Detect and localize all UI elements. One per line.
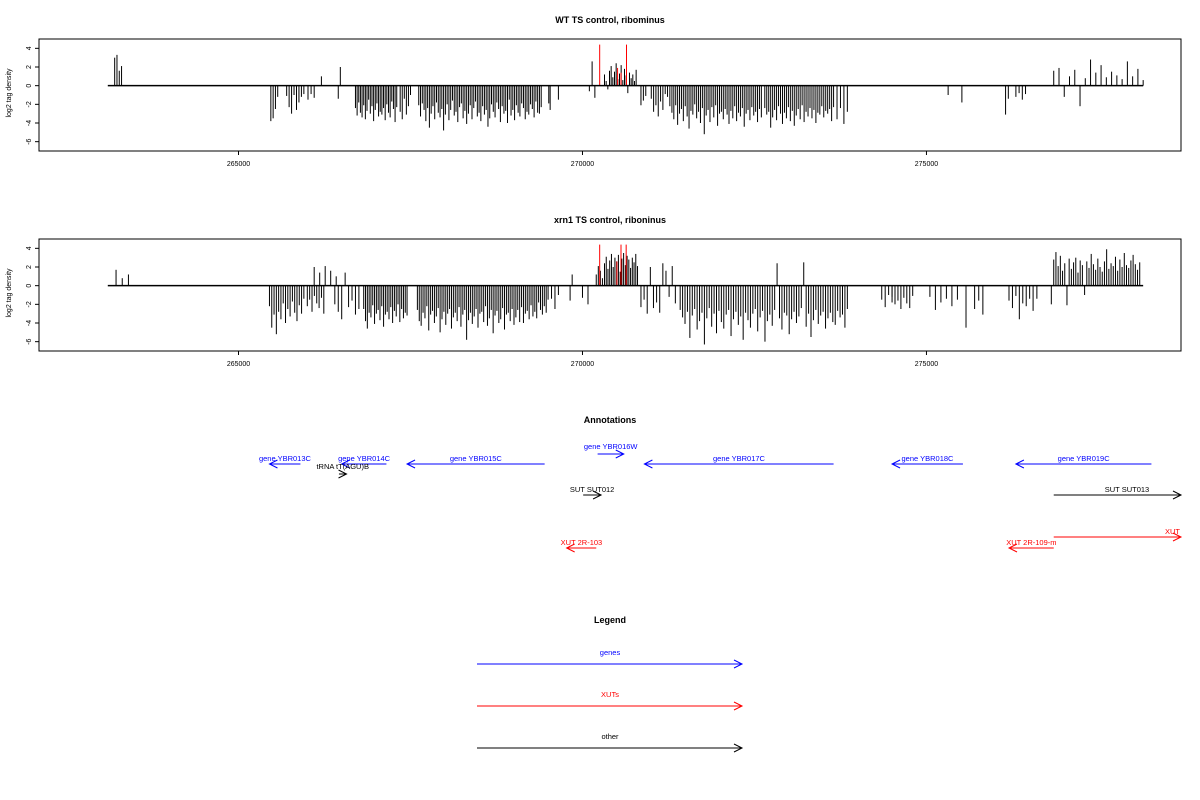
- wt-panel-title: WT TS control, ribominus: [555, 15, 665, 25]
- feature-arrowhead: [592, 490, 603, 500]
- annotation-feature: gene YBR015C: [405, 454, 545, 469]
- feature-arrowhead: [615, 449, 625, 459]
- xrn1-density-panel: xrn1 TS control, riboninus log2 tag dens…: [6, 215, 1182, 368]
- legend-title: Legend: [594, 615, 626, 625]
- feature-arrowhead: [340, 459, 350, 469]
- legend-panel: Legend genes XUTs other: [477, 615, 744, 753]
- annotation-feature: SUT SUT013: [1053, 485, 1183, 500]
- annotation-feature: SUT SUT012: [570, 485, 614, 500]
- xrn1-plot-frame: [38, 238, 1182, 352]
- y-tick-label: -2: [26, 101, 33, 107]
- legend-label: other: [601, 732, 619, 741]
- feature-arrowhead: [1014, 459, 1025, 469]
- feature-arrowhead: [268, 459, 278, 469]
- legend-label: genes: [600, 648, 621, 657]
- feature-label: gene YBR017C: [713, 454, 766, 463]
- legend-entry: other: [477, 732, 744, 753]
- annotations-panel: Annotations gene YBR013C gepe YBR014C gene…: [259, 415, 1183, 553]
- annotation-feature: gene YBR019C: [1014, 454, 1152, 469]
- annotation-feature: tRNA tT(AGU)B: [316, 462, 369, 479]
- wt-density-panel: WT TS control, ribominus log2 tag densit…: [6, 15, 1182, 168]
- y-tick-label: -4: [26, 120, 33, 126]
- legend-entry: genes: [477, 648, 744, 669]
- feature-label: gene YBR018C: [901, 454, 954, 463]
- xrn1-bars: [115, 244, 1141, 345]
- feature-arrowhead: [890, 459, 901, 469]
- wt-bars: [114, 44, 1144, 135]
- y-tick-label: 0: [26, 84, 33, 88]
- xrn1-y-axis-label: log2 tag density: [6, 268, 13, 318]
- y-tick-label: -6: [26, 138, 33, 144]
- annotation-feature: gepe YBR014C: [338, 454, 391, 469]
- feature-label: gepe YBR014C: [338, 454, 391, 463]
- annotation-feature: gene YBR017C: [643, 454, 834, 469]
- wt-x-axis: 265000 270000 275000: [227, 151, 938, 168]
- feature-arrowhead: [1172, 532, 1183, 542]
- annotation-feature: gene YBR016W: [584, 442, 639, 459]
- y-tick-label: -2: [26, 301, 33, 307]
- x-tick-label: 275000: [915, 161, 938, 168]
- legend-arrowhead: [733, 743, 744, 753]
- feature-label: XUT: [1165, 527, 1180, 536]
- legend-entry: XUTs: [477, 690, 744, 711]
- annotations-title: Annotations: [584, 415, 637, 425]
- annotation-features: gene YBR013C gepe YBR014C gene YBR015C gene…: [259, 442, 1183, 553]
- wt-y-axis: -6 -4 -2 0 2 4: [26, 46, 39, 145]
- annotation-feature: XUT: [1053, 527, 1183, 542]
- legend-label: XUTs: [601, 690, 619, 699]
- x-tick-label: 270000: [571, 161, 594, 168]
- feature-label: gene YBR015C: [450, 454, 503, 463]
- xrn1-panel-title: xrn1 TS control, riboninus: [554, 215, 666, 225]
- x-tick-label: 265000: [227, 361, 250, 368]
- legend-arrowhead: [733, 659, 744, 669]
- legend-entries: genes XUTs other: [477, 648, 744, 753]
- xrn1-x-axis: 265000 270000 275000: [227, 351, 938, 368]
- feature-arrowhead: [338, 469, 348, 479]
- feature-arrowhead: [1007, 543, 1018, 553]
- y-tick-label: 2: [26, 65, 33, 69]
- feature-label: SUT SUT013: [1105, 485, 1149, 494]
- annotation-feature: gene YBR018C: [890, 454, 963, 469]
- y-tick-label: -6: [26, 338, 33, 344]
- legend-arrowhead: [733, 701, 744, 711]
- xrn1-y-axis: -6 -4 -2 0 2 4: [26, 246, 39, 345]
- wt-y-axis-label: log2 tag density: [6, 68, 13, 118]
- annotation-feature: gene YBR013C: [259, 454, 312, 469]
- feature-label: gene YBR019C: [1058, 454, 1111, 463]
- x-tick-label: 265000: [227, 161, 250, 168]
- feature-label: XUT 2R-109-m: [1006, 538, 1056, 547]
- y-tick-label: 4: [26, 46, 33, 50]
- feature-label: SUT SUT012: [570, 485, 614, 494]
- annotation-feature: XUT 2R-109-m: [1006, 538, 1057, 553]
- wt-plot-frame: [38, 38, 1182, 152]
- y-tick-label: -4: [26, 320, 33, 326]
- feature-label: gene YBR016W: [584, 442, 639, 451]
- feature-label: gene YBR013C: [259, 454, 312, 463]
- feature-label: tRNA tT(AGU)B: [316, 462, 369, 471]
- feature-arrowhead: [1172, 490, 1183, 500]
- feature-label: XUT 2R-103: [561, 538, 603, 547]
- y-tick-label: 2: [26, 265, 33, 269]
- x-tick-label: 275000: [915, 361, 938, 368]
- y-tick-label: 4: [26, 246, 33, 250]
- feature-arrowhead: [643, 459, 653, 469]
- y-tick-label: 0: [26, 284, 33, 288]
- annotation-feature: XUT 2R-103: [561, 538, 603, 553]
- x-tick-label: 270000: [571, 361, 594, 368]
- feature-arrowhead: [405, 459, 416, 469]
- feature-arrowhead: [565, 543, 575, 553]
